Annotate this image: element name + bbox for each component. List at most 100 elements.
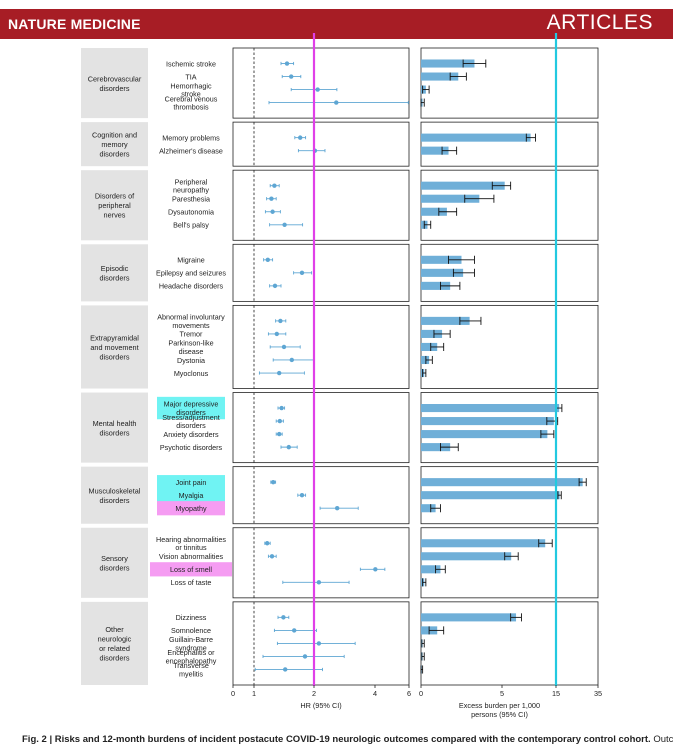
group-block-other-neurologic-or-related-disorders <box>81 601 148 685</box>
outcome-label-major-depressive-disorders-line-1: Major depressive <box>164 400 219 409</box>
group-label-other-neurologic-or-related-disorders-line-2: neurologic <box>98 635 132 644</box>
burden-bar-loss-of-smell <box>421 565 441 574</box>
hr-point-peripheral-neuropathy <box>272 183 277 188</box>
outcome-label-anxiety-disorders: Anxiety disorders <box>163 430 219 439</box>
hr-point-psychotic-disorders <box>286 444 291 450</box>
highlight-major-depressive-disorders <box>157 396 225 420</box>
hr-point-joint-pain <box>271 479 276 485</box>
burden-bar-major-depressive-disorders <box>421 404 560 413</box>
burden-tick-label-0: 0 <box>419 689 423 698</box>
outcome-label-headache-disorders: Headache disorders <box>159 282 224 291</box>
hr-point-cerebral-venous-thrombosis <box>334 100 339 105</box>
outcome-label-stress-adjustment-disorders-line-2: disorders <box>176 421 206 430</box>
hr-point-parkinson-like-disease <box>281 344 287 350</box>
burden-bar-myopathy <box>421 504 436 513</box>
group-label-cerebrovascular-disorders-line-2: disorders <box>99 84 129 93</box>
outcome-label-transverse-myelitis-line-2: myelitis <box>179 669 203 678</box>
burden-bar-paresthesia <box>421 194 480 203</box>
hr-point-loss-of-taste <box>316 580 322 585</box>
outcome-label-loss-of-smell: Loss of smell <box>170 565 212 574</box>
burden-bar-tremor <box>421 329 443 338</box>
outcome-label-paresthesia: Paresthesia <box>172 195 210 204</box>
group-label-cognition-and-memory-disorders-line-1: Cognition and <box>92 131 137 140</box>
burden-bar-tia <box>421 72 459 81</box>
hr-point-abnormal-involuntary-movements <box>278 318 283 324</box>
outcome-label-major-depressive-disorders-line-2: disorders <box>176 408 206 417</box>
hr-panel-musculoskeletal-disorders <box>232 466 410 525</box>
journal-header-bar: NATURE MEDICINE ARTICLES <box>0 9 673 39</box>
outcome-label-hemorrhagic-stroke-line-1: Hemorrhagic <box>170 81 212 90</box>
outcome-label-guillain-barre-syndrome-line-2: syndrome <box>175 643 207 652</box>
burden-bar-abnormal-involuntary-movements <box>421 316 470 325</box>
hr-panel-cognition-and-memory-disorders <box>232 121 410 167</box>
hr-point-epilepsy-and-seizures <box>299 270 305 276</box>
outcome-label-epilepsy-and-seizures: Epilepsy and seizures <box>156 269 226 278</box>
group-block-mental-health-disorders <box>81 392 148 463</box>
outcome-label-hearing-abnormalities-or-tinnitus-line-1: Hearing abnormalities <box>156 535 226 544</box>
group-label-extrapyramidal-and-movement-disorders-line-1: Extrapyramidal <box>90 333 139 342</box>
group-label-episodic-disorders-line-2: disorders <box>99 274 129 283</box>
highlight-joint-pain <box>157 475 225 490</box>
hr-point-myopathy <box>334 506 340 511</box>
outcome-label-parkinson-like-disease-line-2: disease <box>179 347 204 356</box>
caption-label: Fig. 2 | Risks and 12-month burdens of i… <box>22 734 651 745</box>
burden-bar-joint-pain <box>421 478 583 487</box>
group-label-episodic-disorders-line-1: Episodic <box>101 264 129 273</box>
burden-panel-sensory-disorders <box>420 527 599 599</box>
burden-bar-dizziness <box>421 613 517 622</box>
burden-bar-hearing-abnormalities-or-tinnitus <box>421 539 546 548</box>
hr-point-major-depressive-disorders <box>279 405 284 411</box>
group-label-disorders-of-peripheral-nerves-line-3: nerves <box>104 211 126 220</box>
burden-bar-epilepsy-and-seizures <box>421 268 464 277</box>
hr-point-encephalitis-or-encephalopathy <box>302 654 308 659</box>
hr-point-myoclonus <box>277 370 282 376</box>
outcome-label-vision-abnormalities: Vision abnormalities <box>159 552 224 561</box>
outcome-label-loss-of-taste: Loss of taste <box>171 578 212 587</box>
group-block-musculoskeletal-disorders <box>81 466 148 524</box>
group-label-cognition-and-memory-disorders-line-2: memory <box>101 140 128 149</box>
outcome-label-transverse-myelitis-line-1: Transverse <box>173 661 209 670</box>
hr-point-hemorrhagic-stroke <box>315 87 320 92</box>
hr-point-guillain-barre-syndrome <box>316 641 322 646</box>
outcome-label-abnormal-involuntary-movements-line-1: Abnormal involuntary <box>157 313 225 322</box>
burden-panel-cerebrovascular-disorders <box>420 47 599 119</box>
outcome-label-memory-problems: Memory problems <box>162 133 220 142</box>
burden-bar-memory-problems <box>421 133 531 142</box>
outcome-label-tia: TIA <box>185 72 196 81</box>
section-name: ARTICLES <box>546 11 653 34</box>
outcome-label-myalgia: Myalgia <box>179 491 204 500</box>
group-label-sensory-disorders-line-2: disorders <box>99 564 129 573</box>
hr-point-memory-problems <box>298 135 303 140</box>
outcome-label-guillain-barre-syndrome-line-1: Guillain-Barre <box>169 635 213 644</box>
outcome-label-hemorrhagic-stroke-line-2: stroke <box>181 89 201 98</box>
group-label-extrapyramidal-and-movement-disorders-line-3: disorders <box>99 352 129 361</box>
outcome-label-dystonia: Dystonia <box>177 356 205 365</box>
group-label-cerebrovascular-disorders-line-1: Cerebrovascular <box>88 74 142 83</box>
hr-point-anxiety-disorders <box>277 431 282 437</box>
outcome-label-dizziness: Dizziness <box>176 613 207 622</box>
burden-tick-label-15: 15 <box>552 689 560 698</box>
group-label-sensory-disorders-line-1: Sensory <box>101 554 128 563</box>
hr-point-myalgia <box>299 492 305 498</box>
hr-panel-episodic-disorders <box>232 243 410 302</box>
burden-bar-migraine <box>421 255 462 264</box>
outcome-label-myopathy: Myopathy <box>175 504 207 513</box>
hr-point-loss-of-smell <box>373 567 378 572</box>
burden-panel-mental-health-disorders <box>420 392 599 464</box>
burden-bar-ischemic-stroke <box>421 59 475 68</box>
group-block-cognition-and-memory-disorders <box>81 122 148 167</box>
group-block-sensory-disorders <box>81 527 148 598</box>
outcome-label-parkinson-like-disease-line-1: Parkinson-like <box>168 339 213 348</box>
burden-bar-dystonia <box>421 355 430 365</box>
group-label-mental-health-disorders-line-1: Mental health <box>93 419 137 428</box>
hr-tick-label-6: 6 <box>407 689 411 698</box>
hr-tick-label-2: 2 <box>312 689 316 698</box>
outcome-label-ischemic-stroke: Ischemic stroke <box>166 59 216 68</box>
highlight-myopathy <box>157 501 225 516</box>
hr-point-tia <box>289 74 294 79</box>
outcome-label-joint-pain: Joint pain <box>176 478 207 487</box>
highlight-myalgia <box>157 488 225 503</box>
hr-panel-mental-health-disorders <box>232 392 410 464</box>
burden-bar-headache-disorders <box>421 281 451 290</box>
figure-caption: Fig. 2 | Risks and 12-month burdens of i… <box>22 734 673 745</box>
